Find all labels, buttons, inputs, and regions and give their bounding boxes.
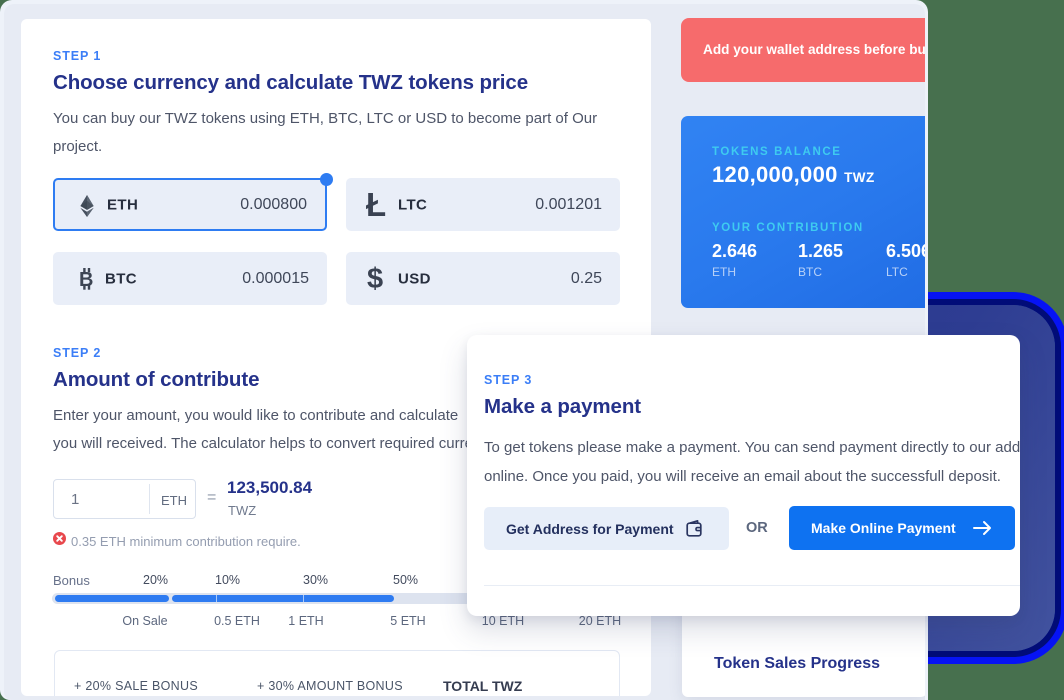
svg-text:B: B bbox=[79, 269, 93, 291]
